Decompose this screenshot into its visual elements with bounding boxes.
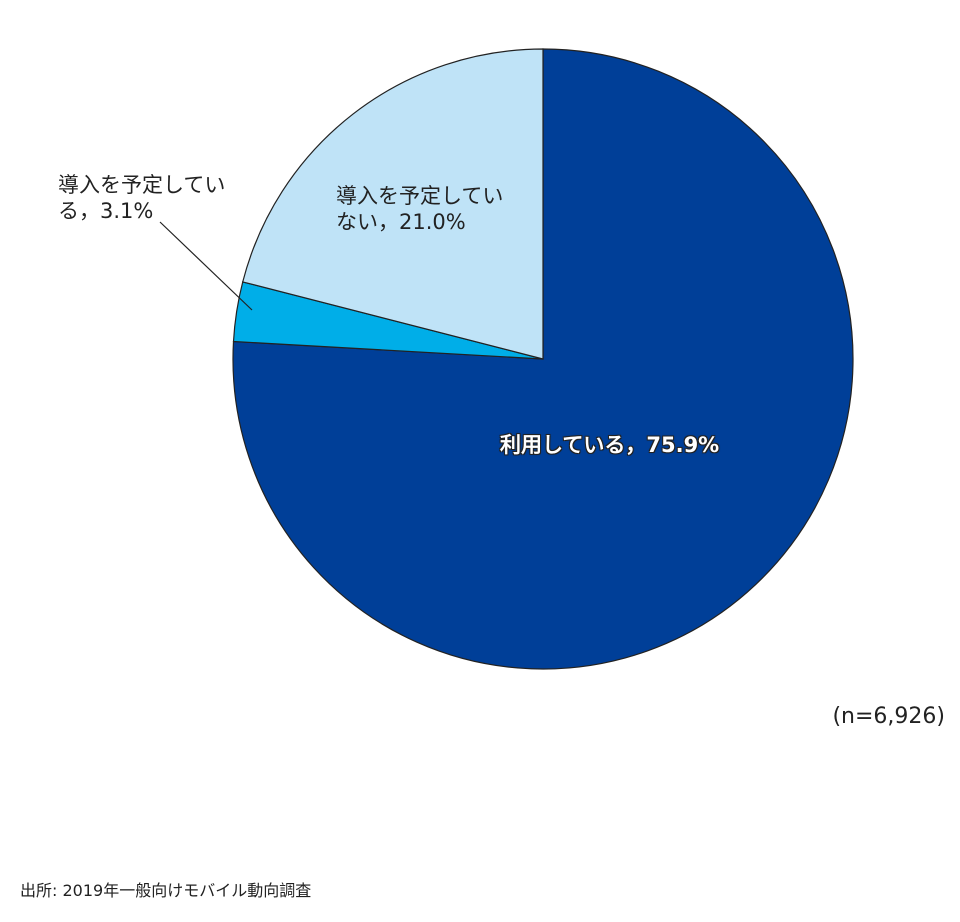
slice-label: 導入を予定していない，21.0% [336, 184, 504, 234]
pie-slice [242, 48, 544, 360]
slice-label: 利用している，75.9% [500, 433, 720, 457]
slice-label: 導入を予定している，3.1% [58, 173, 226, 223]
pie-slice [232, 48, 854, 670]
leader-line [159, 221, 253, 311]
source-note: 出所: 2019年一般向けモバイル動向調査 [20, 881, 312, 900]
sample-size-note: (n=6,926) [832, 704, 945, 729]
